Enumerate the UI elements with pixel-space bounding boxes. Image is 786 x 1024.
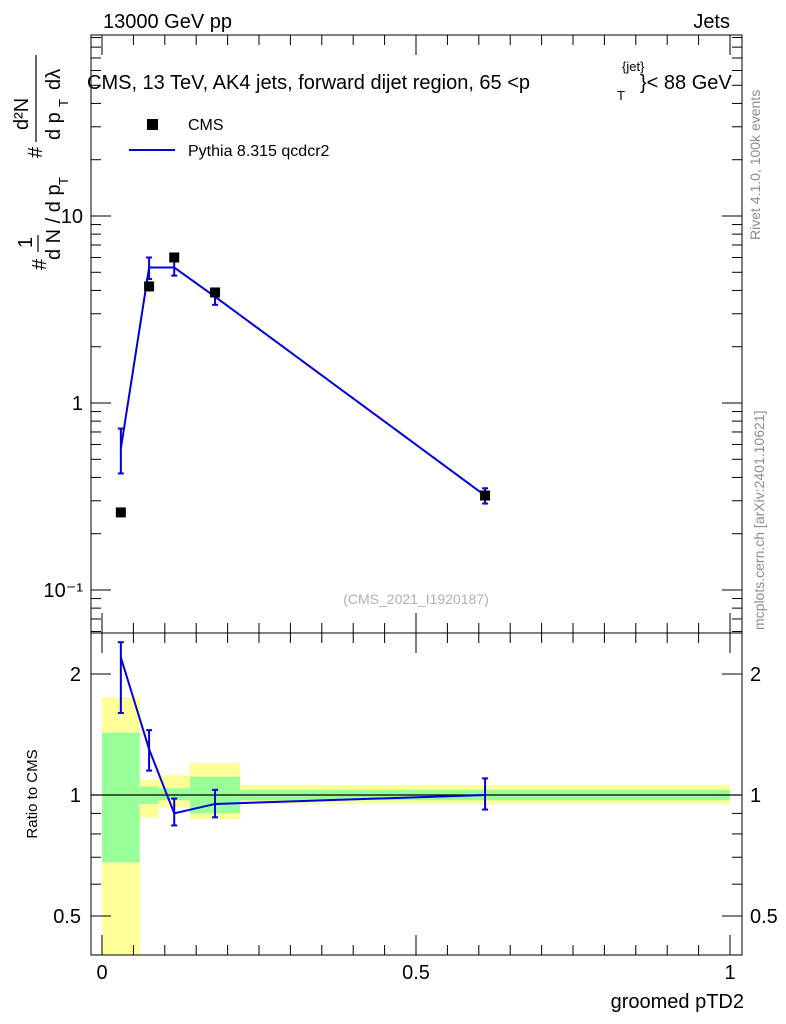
plot-title-subscript: T — [617, 88, 625, 103]
energy-label: 13000 GeV pp — [103, 11, 232, 33]
y-title-dlambda: dλ — [43, 69, 65, 90]
legend-pythia-label: Pythia 8.315 qcdcr2 — [188, 143, 330, 160]
ratio-inner-band — [102, 732, 140, 863]
y-title-hash-2: # — [25, 146, 47, 158]
ratio-x-tick-label: 0 — [96, 962, 107, 984]
legend-cms-label: CMS — [188, 117, 224, 134]
main-y-tick-label: 1 — [72, 393, 83, 415]
cms-data-point — [115, 507, 126, 518]
analysis-watermark: (CMS_2021_I1920187) — [343, 591, 489, 607]
plot-title-superscript: {jet} — [622, 59, 645, 74]
plot-title: CMS, 13 TeV, AK4 jets, forward dijet reg… — [87, 72, 530, 94]
ratio-uncertainty-bands — [102, 697, 730, 955]
ratio-x-tick-label: 1 — [724, 962, 735, 984]
y-title-t2: T — [56, 99, 71, 107]
main-y-tick-label: 10 — [61, 206, 83, 228]
ratio-axis-ticks: 0.5 0.5 1 1 2 2 0 0.5 1 — [53, 633, 778, 984]
ratio-y-tick-label: 2 — [70, 664, 81, 686]
ratio-y-tick-label-right: 0.5 — [750, 906, 778, 928]
cms-data-point — [169, 252, 180, 263]
y-title-d2n: d²N — [11, 98, 33, 130]
y-axis-title: # 1 d N / d p T # d²N d p T dλ — [11, 55, 71, 270]
mcplots-source-label: mcplots.cern.ch [arXiv:2401.10621] — [751, 411, 767, 630]
ratio-y-tick-label: 1 — [70, 785, 81, 807]
y-title-one: 1 — [15, 237, 37, 248]
ratio-axis-label: Ratio to CMS — [24, 749, 41, 838]
x-axis-label: groomed pTD2 — [611, 991, 744, 1013]
ratio-y-tick-label-right: 1 — [750, 785, 761, 807]
rivet-version-label: Rivet 4.1.0, 100k events — [747, 90, 763, 240]
y-title-dpt: d p — [43, 112, 65, 140]
cms-data-point — [210, 287, 221, 298]
main-y-tick-label: 10⁻¹ — [44, 580, 84, 602]
category-label: Jets — [693, 11, 730, 33]
plot-title-end: }< 88 GeV — [640, 72, 732, 94]
cms-data-point — [480, 490, 491, 501]
ratio-data-layer — [91, 641, 742, 827]
legend-cms-marker — [147, 119, 158, 130]
y-title-dn: d N / d p — [43, 184, 65, 260]
ratio-x-tick-label: 0.5 — [402, 962, 430, 984]
pythia-line — [119, 266, 486, 497]
y-title-t1: T — [56, 177, 71, 185]
cms-data-point — [144, 281, 155, 292]
y-title-hash: # — [29, 258, 51, 270]
main-axis-ticks: 10⁻¹ 1 10 — [44, 35, 742, 633]
ratio-y-tick-label-right: 2 — [750, 664, 761, 686]
ratio-y-tick-label: 0.5 — [53, 906, 81, 928]
main-data-layer — [115, 252, 491, 518]
